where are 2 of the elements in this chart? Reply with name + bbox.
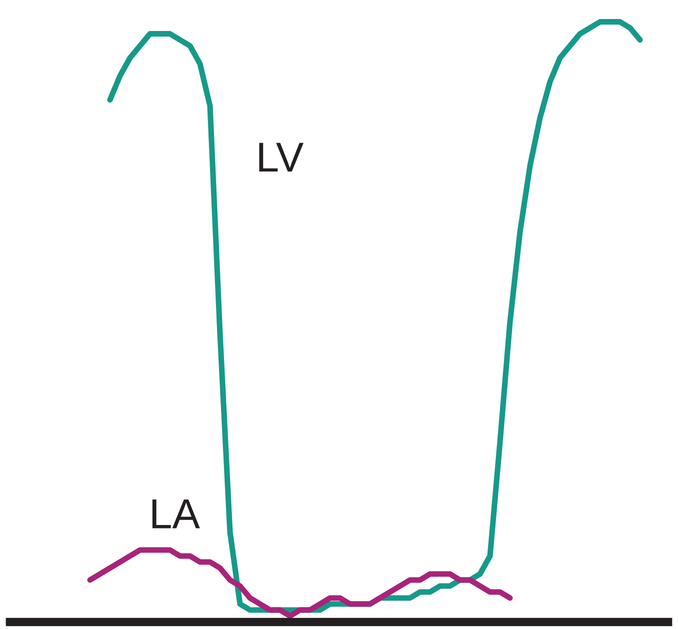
series-label: LV — [259, 142, 304, 172]
series-label: LA — [152, 500, 200, 528]
